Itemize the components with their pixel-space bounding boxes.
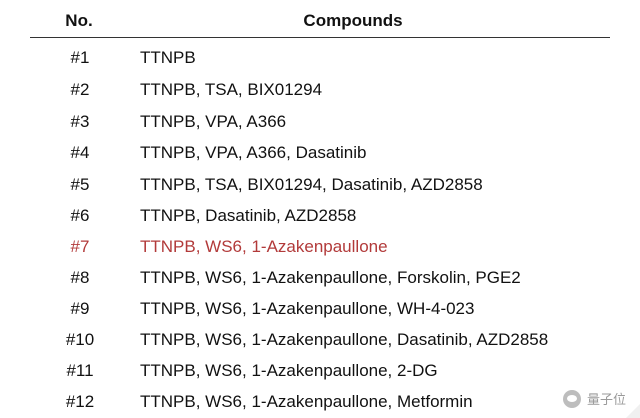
row-number: #6: [70, 206, 90, 225]
row-compounds: TTNPB, WS6, 1-Azakenpaullone, 2-DG: [140, 361, 438, 380]
table-row: #8 TTNPB, WS6, 1-Azakenpaullone, Forskol…: [0, 262, 640, 293]
table-row: #5 TTNPB, TSA, BIX01294, Dasatinib, AZD2…: [0, 169, 640, 200]
row-number: #10: [65, 330, 95, 349]
row-number: #7: [70, 237, 90, 256]
table-row: #4 TTNPB, VPA, A366, Dasatinib: [0, 137, 640, 168]
table-row: #3 TTNPB, VPA, A366: [0, 106, 640, 137]
row-compounds: TTNPB, VPA, A366, Dasatinib: [140, 143, 367, 162]
watermark: 量子位: [562, 389, 626, 408]
table-row: #6 TTNPB, Dasatinib, AZD2858: [0, 200, 640, 231]
header-no: No.: [65, 11, 93, 30]
table-row: #11 TTNPB, WS6, 1-Azakenpaullone, 2-DG: [0, 355, 640, 386]
row-number: #1: [70, 48, 90, 67]
row-compounds: TTNPB, WS6, 1-Azakenpaullone, Forskolin,…: [140, 268, 521, 287]
table-row: #1 TTNPB: [0, 42, 640, 73]
row-number: #5: [70, 175, 90, 194]
row-compounds: TTNPB, VPA, A366: [140, 112, 287, 131]
watermark-text: 量子位: [586, 392, 626, 407]
row-compounds: TTNPB, WS6, 1-Azakenpaullone, Metformin: [140, 392, 473, 411]
row-compounds: TTNPB, Dasatinib, AZD2858: [140, 206, 357, 225]
table-row: #2 TTNPB, TSA, BIX01294: [0, 74, 640, 105]
table-row: #12 TTNPB, WS6, 1-Azakenpaullone, Metfor…: [0, 386, 640, 417]
row-number: #8: [70, 268, 90, 287]
row-compounds: TTNPB: [140, 48, 196, 67]
wechat-icon: [562, 389, 581, 408]
row-compounds: TTNPB, WS6, 1-Azakenpaullone, WH-4-023: [140, 299, 475, 318]
row-number: #9: [70, 299, 90, 318]
header-compounds: Compounds: [303, 11, 403, 30]
table-row: #10 TTNPB, WS6, 1-Azakenpaullone, Dasati…: [0, 324, 640, 355]
table-row: #9 TTNPB, WS6, 1-Azakenpaullone, WH-4-02…: [0, 293, 640, 324]
row-number: #3: [70, 112, 90, 131]
row-compounds: TTNPB, WS6, 1-Azakenpaullone, Dasatinib,…: [140, 330, 549, 349]
corner-mark: [626, 404, 640, 418]
table-row-highlighted: #7 TTNPB, WS6, 1-Azakenpaullone: [0, 231, 640, 262]
row-number: #4: [70, 143, 90, 162]
row-compounds: TTNPB, TSA, BIX01294, Dasatinib, AZD2858: [140, 175, 483, 194]
row-compounds: TTNPB, TSA, BIX01294: [140, 80, 323, 99]
row-number: #11: [66, 361, 94, 380]
table-header: No. Compounds: [0, 0, 640, 40]
header-rule: [30, 37, 610, 38]
row-number: #2: [70, 80, 90, 99]
row-number: #12: [65, 392, 95, 411]
row-compounds: TTNPB, WS6, 1-Azakenpaullone: [140, 237, 388, 256]
